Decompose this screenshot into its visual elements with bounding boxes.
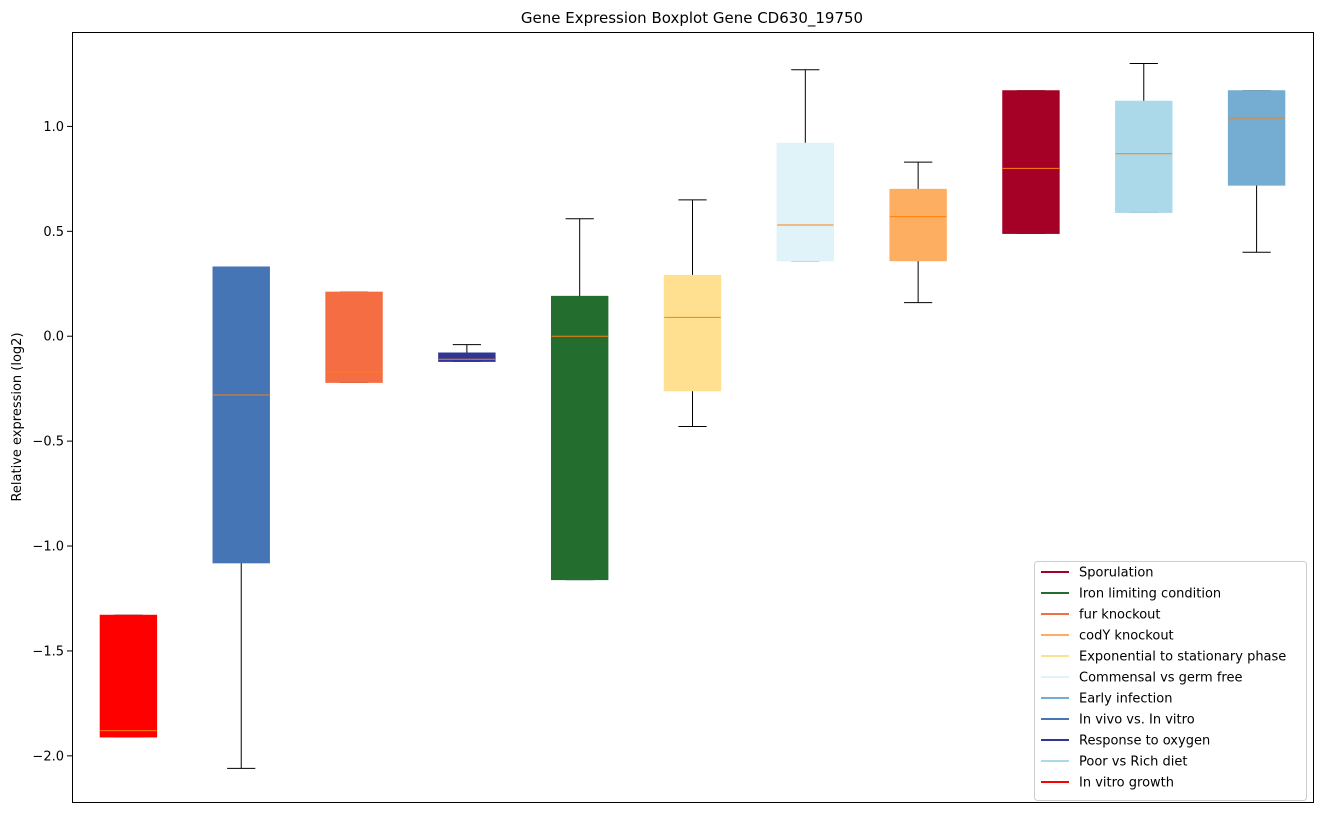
y-tick-label: 0.0 (43, 330, 64, 345)
legend-label: fur knockout (1079, 608, 1161, 623)
y-tick-label: −2.0 (32, 749, 64, 764)
legend-label: Poor vs Rich diet (1079, 755, 1187, 770)
boxes-layer (99, 62, 1286, 769)
legend-label: Response to oxygen (1079, 734, 1210, 749)
y-tick-label: −1.5 (32, 644, 64, 659)
box-rect (889, 188, 947, 262)
box-group (325, 291, 383, 383)
y-tick-label: −1.0 (32, 540, 64, 555)
chart-title: Gene Expression Boxplot Gene CD630_19750 (521, 9, 863, 28)
box-rect (212, 266, 270, 564)
box-group (663, 199, 722, 427)
box-rect (776, 142, 835, 262)
box-group (1002, 90, 1060, 234)
legend-label: Early infection (1079, 692, 1172, 707)
legend-label: In vivo vs. In vitro (1079, 713, 1195, 728)
box-rect (438, 352, 496, 362)
box-group (889, 161, 947, 304)
y-tick-label: 0.5 (43, 225, 64, 240)
legend-label: Iron limiting condition (1079, 587, 1221, 602)
legend: Sporulation Iron limiting condition fur kn… (1034, 561, 1307, 801)
box-group (776, 69, 835, 262)
box-group (1227, 90, 1286, 253)
legend-label: Sporulation (1079, 566, 1154, 581)
box-rect (1002, 90, 1060, 234)
box-rect (550, 295, 609, 581)
plot-area-frame (72, 32, 1314, 803)
box-rect (663, 274, 722, 392)
legend-label: codY knockout (1079, 629, 1174, 644)
y-axis: 1.0 0.5 0.0 −0.5 −1.0 −1.5 −2.0 (32, 120, 72, 764)
legend-label: In vitro growth (1079, 776, 1174, 791)
box-group (99, 614, 158, 738)
legend-label: Commensal vs germ free (1079, 671, 1242, 686)
box-rect (1115, 100, 1173, 213)
legend-frame (1034, 561, 1307, 801)
box-rect (1227, 90, 1286, 186)
box-group (1115, 62, 1173, 213)
box-rect (99, 614, 158, 738)
box-rect (325, 291, 383, 383)
legend-label: Exponential to stationary phase (1079, 650, 1286, 665)
box-group (550, 218, 609, 581)
y-axis-label: Relative expression (log2) (10, 332, 25, 501)
box-group (438, 344, 496, 362)
box-group (212, 266, 270, 769)
y-tick-label: −0.5 (32, 435, 64, 450)
y-tick-label: 1.0 (43, 120, 64, 135)
